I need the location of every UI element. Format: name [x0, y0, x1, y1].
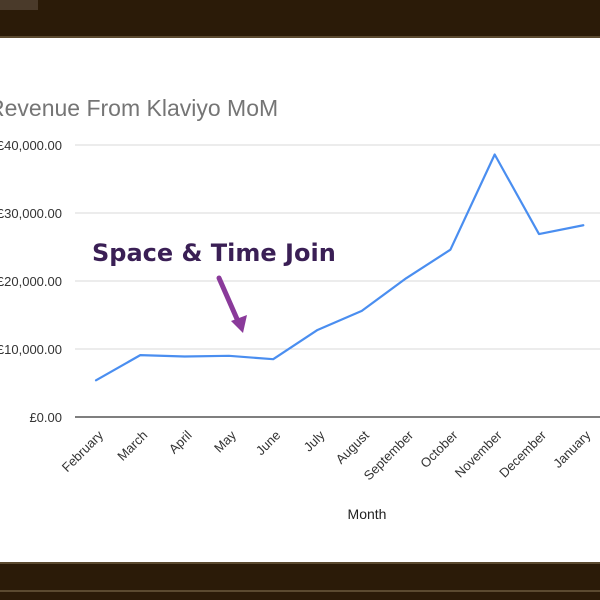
y-tick-label: £0.00: [29, 410, 62, 425]
chart-title: Revenue From Klaviyo MoM: [0, 95, 278, 121]
data-point: [227, 354, 231, 358]
data-point: [493, 153, 497, 157]
arrow-head: [231, 315, 247, 333]
x-tick-label: June: [253, 428, 284, 459]
annotation-arrow: [216, 275, 247, 333]
frame-edge-bottom: [0, 562, 600, 564]
x-tick-label: August: [333, 427, 372, 466]
x-tick-label: July: [301, 427, 328, 454]
x-tick-label: December: [496, 427, 549, 480]
x-tick-label: November: [452, 427, 505, 480]
x-tick-label: January: [550, 427, 594, 471]
x-tick-label: March: [114, 428, 150, 464]
data-point: [404, 276, 408, 280]
series-line: [94, 153, 585, 382]
annotation-label: Space & Time Join: [92, 239, 336, 267]
data-point: [581, 223, 585, 227]
data-point: [448, 248, 452, 252]
y-tick-label: £20,000.00: [0, 274, 62, 289]
chart-panel: Revenue From Klaviyo MoM £0.00 £10,000.00…: [0, 38, 600, 562]
data-point: [94, 378, 98, 382]
x-axis-label: Month: [348, 506, 387, 522]
data-point: [360, 309, 364, 313]
frame-edge-lower: [0, 590, 600, 592]
data-point: [271, 357, 275, 361]
data-point: [537, 232, 541, 236]
frame-edge-top: [0, 36, 600, 38]
x-tick-label: February: [59, 427, 107, 475]
x-tick-label: April: [166, 427, 195, 456]
data-point: [138, 353, 142, 357]
arrow-shaft: [216, 275, 240, 322]
x-tick-label: October: [417, 427, 461, 471]
frame-corner: [0, 0, 38, 10]
y-tick-label: £40,000.00: [0, 138, 62, 153]
line-chart: Revenue From Klaviyo MoM £0.00 £10,000.00…: [0, 95, 600, 522]
data-point: [183, 354, 187, 358]
data-point: [316, 328, 320, 332]
y-tick-label: £30,000.00: [0, 206, 62, 221]
x-tick-label: May: [211, 427, 239, 455]
y-tick-label: £10,000.00: [0, 342, 62, 357]
